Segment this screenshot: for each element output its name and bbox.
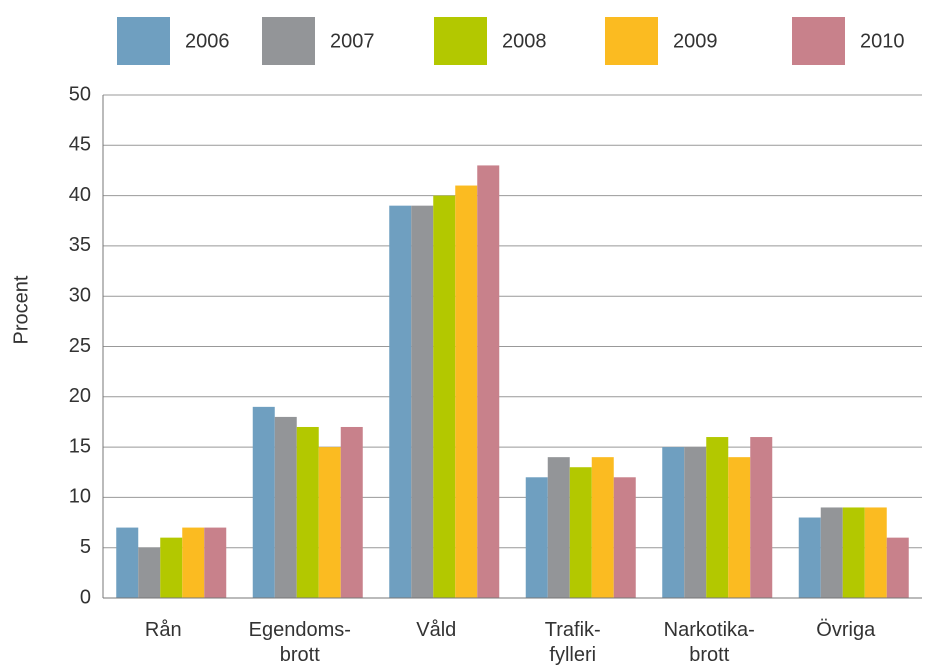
y-tick-label: 35 [69,234,91,256]
bar [433,195,456,598]
x-tick-label: Rån [144,619,182,641]
bar [728,457,751,598]
bar [886,537,909,598]
bar [182,527,205,598]
bar [706,437,729,598]
bar [389,205,412,598]
bar [296,426,319,598]
bar [455,185,478,599]
legend-label: 2010 [860,30,905,52]
bar [798,517,821,598]
x-tick-label: Våld [416,619,457,641]
bar [160,537,183,598]
legend-swatch [792,17,845,65]
bar [274,416,297,598]
legend-swatch [605,17,658,65]
bar [662,447,685,598]
legend-swatch [262,17,315,65]
x-tick-label: Narkotika- brott [663,619,755,666]
bar [820,507,843,598]
x-tick-label: Egendoms- brott [248,619,351,666]
bar [477,165,500,599]
bar [750,437,773,598]
y-tick-label: 40 [69,184,91,206]
bar [411,205,434,598]
bar [864,507,887,598]
y-tick-label: 20 [69,385,91,407]
legend-label: 2006 [185,30,230,52]
bar [547,457,570,598]
x-tick-label: Trafik- fylleri [544,619,601,666]
bar [116,527,139,598]
y-tick-label: 15 [69,435,91,457]
y-tick-label: 0 [80,586,91,608]
bar [591,457,614,598]
legend-label: 2007 [330,30,375,52]
bar [525,477,548,598]
y-tick-label: 45 [69,134,91,156]
bar [613,477,636,598]
legend-swatch [434,17,487,65]
legend-label: 2009 [673,30,718,52]
legend-label: 2008 [502,30,547,52]
bar [138,547,161,598]
bar [318,447,341,598]
y-tick-label: 30 [69,284,91,306]
bar [204,527,227,598]
bar [340,426,363,598]
y-tick-label: 50 [69,83,91,105]
y-axis-label: Procent [10,275,32,344]
y-tick-label: 5 [80,536,91,558]
bar [569,467,592,598]
x-tick-label: Övriga [816,619,876,641]
bar [684,447,707,598]
y-tick-label: 25 [69,335,91,357]
bar [842,507,865,598]
y-tick-label: 10 [69,486,91,508]
bar [252,406,275,598]
legend-swatch [117,17,170,65]
